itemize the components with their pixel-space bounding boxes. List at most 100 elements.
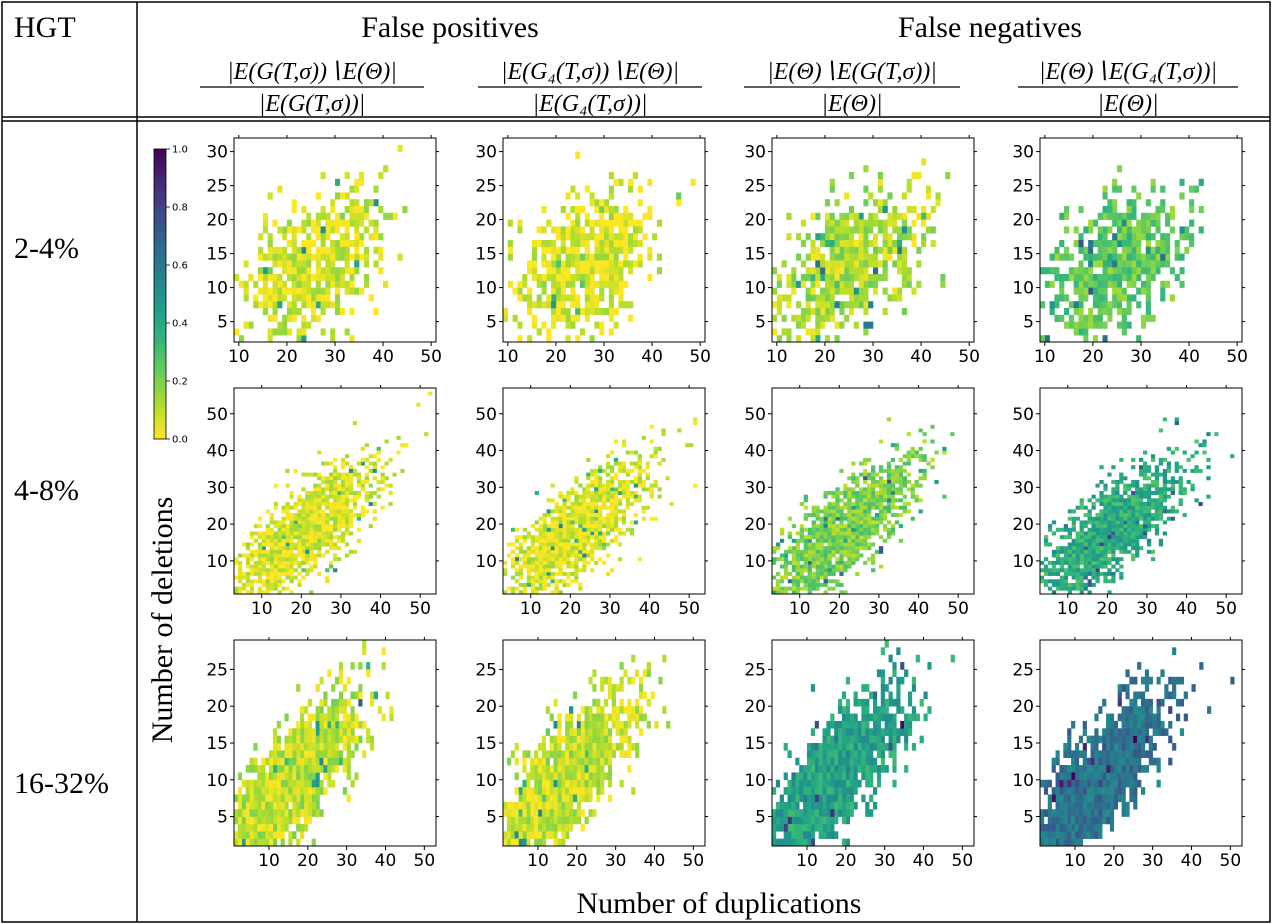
- heatmap-cell: [396, 450, 401, 455]
- heatmap-cell: [851, 524, 856, 529]
- heatmap-cell: [863, 546, 868, 551]
- heatmap-cell: [537, 816, 543, 825]
- heatmap-cell: [604, 743, 609, 751]
- heatmap-cell: [354, 691, 359, 700]
- heatmap-cell: [309, 590, 314, 595]
- heatmap-cell: [541, 823, 547, 832]
- heatmap-cell: [373, 246, 379, 254]
- heatmap-cell: [286, 301, 293, 309]
- heatmap-cell: [245, 579, 251, 584]
- heatmap-cell: [843, 564, 848, 569]
- heatmap-cell: [625, 483, 631, 488]
- heatmap-cell: [613, 498, 619, 503]
- heatmap-cell: [625, 468, 631, 473]
- heatmap-cell: [311, 750, 316, 759]
- heatmap-cell: [607, 757, 613, 766]
- heatmap-cell: [839, 308, 845, 316]
- heatmap-cell: [269, 553, 274, 558]
- heatmap-cell: [402, 206, 408, 214]
- heatmap-cell: [301, 335, 307, 343]
- heatmap-cell: [300, 743, 305, 751]
- heatmap-cell: [303, 801, 309, 810]
- heatmap-cell: [779, 557, 785, 562]
- heatmap-cell: [261, 838, 266, 847]
- heatmap-cell: [1174, 240, 1180, 248]
- heatmap-cell: [1083, 253, 1089, 261]
- heatmap-cell: [321, 494, 326, 499]
- heatmap-cell: [352, 494, 358, 499]
- heatmap-cell: [1107, 240, 1113, 248]
- heatmap-cell: [265, 794, 270, 803]
- heatmap-cell: [878, 494, 884, 499]
- heatmap-cell: [1170, 487, 1175, 492]
- heatmap-cell: [257, 575, 263, 580]
- heatmap-cell: [653, 450, 658, 455]
- heatmap-cell: [829, 185, 835, 193]
- heatmap-cell: [1103, 538, 1108, 543]
- heatmap-cell: [633, 494, 638, 499]
- heatmap-cell: [237, 575, 243, 580]
- heatmap-cell: [584, 728, 589, 736]
- heatmap-cell: [1103, 531, 1108, 536]
- heatmap-cell: [321, 498, 326, 503]
- heatmap-cell: [522, 527, 528, 532]
- heatmap-cell: [653, 479, 658, 484]
- heatmap-cell: [901, 212, 907, 220]
- heatmap-cell: [886, 502, 892, 507]
- heatmap-cell: [886, 479, 892, 484]
- heatmap-cell: [1154, 483, 1160, 488]
- heatmap-cell: [257, 779, 262, 788]
- heatmap-cell: [286, 226, 293, 234]
- heatmap-cell: [882, 491, 888, 495]
- heatmap-cell: [586, 509, 591, 514]
- heatmap-cell: [510, 586, 516, 591]
- heatmap-cell: [819, 553, 824, 558]
- heatmap-cell: [1121, 321, 1127, 329]
- heatmap-cell: [340, 491, 346, 495]
- heatmap-cell: [805, 294, 811, 302]
- heatmap-cell: [555, 280, 562, 288]
- heatmap-cell: [569, 750, 574, 759]
- heatmap-cell: [1139, 535, 1144, 540]
- heatmap-cell: [272, 743, 278, 751]
- heatmap-cell: [561, 801, 566, 810]
- heatmap-cell: [878, 483, 884, 488]
- heatmap-cell: [1155, 219, 1161, 227]
- heatmap-cell: [584, 713, 589, 722]
- heatmap-cell: [306, 246, 312, 254]
- heatmap-cell: [570, 321, 576, 329]
- heatmap-cell: [787, 571, 793, 576]
- heatmap-cell: [265, 560, 270, 565]
- heatmap-cell: [1088, 321, 1094, 329]
- y-tick-label: 10: [744, 552, 766, 572]
- heatmap-cell: [360, 487, 366, 492]
- heatmap-cell: [311, 794, 316, 803]
- x-tick-label: 40: [908, 599, 930, 619]
- heatmap-cell: [285, 575, 290, 580]
- heatmap-cell: [530, 575, 535, 580]
- heatmap-cell: [1169, 212, 1175, 220]
- heatmap-cell: [631, 743, 636, 751]
- heatmap-cell: [1169, 206, 1175, 214]
- heatmap-cell: [590, 568, 595, 573]
- heatmap-cell: [1127, 535, 1132, 540]
- heatmap-cell: [1142, 520, 1148, 525]
- heatmap-cell: [518, 564, 524, 569]
- heatmap-cell: [297, 560, 302, 565]
- heatmap-cell: [267, 314, 273, 322]
- heatmap-cell: [621, 520, 627, 525]
- heatmap-cell: [1064, 308, 1070, 316]
- heatmap-cell: [807, 538, 812, 543]
- heatmap-cell: [1136, 226, 1142, 234]
- heatmap-cell: [619, 662, 624, 670]
- heatmap-cell: [647, 253, 653, 261]
- heatmap-cell: [604, 274, 610, 282]
- heatmap-cell: [775, 586, 781, 591]
- heatmap-cell: [329, 538, 334, 543]
- heatmap-cell: [335, 676, 340, 685]
- heatmap-cell: [834, 240, 840, 248]
- heatmap-cell: [800, 314, 806, 322]
- heatmap-cell: [1059, 582, 1065, 587]
- heatmap-cell: [566, 531, 571, 536]
